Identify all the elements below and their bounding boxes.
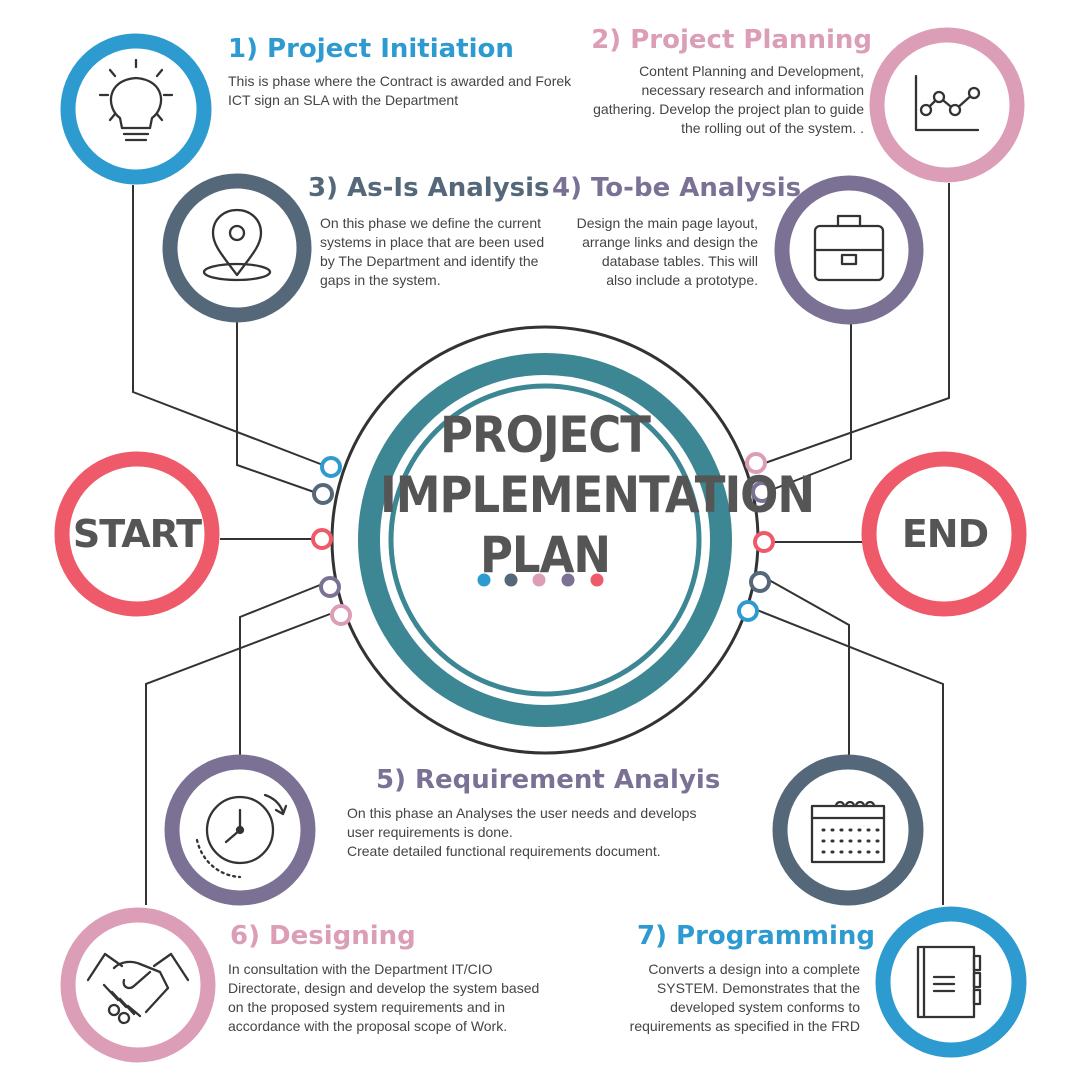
line-chart-icon <box>914 74 981 132</box>
phase-1-description: This is phase where the Contract is awar… <box>228 73 572 108</box>
circle-start <box>54 451 220 617</box>
circle-calendar <box>772 754 924 906</box>
phase-3-description: On this phase we define the current syst… <box>320 215 545 288</box>
phase-5-description: On this phase an Analyses the user needs… <box>347 804 757 861</box>
connector-phase-2 <box>764 183 950 464</box>
center-dot-slate <box>504 573 518 587</box>
dot-left-1 <box>320 456 342 478</box>
phase-5-description-line-3: Create detailed functional requirements … <box>347 842 661 859</box>
dot-right-5 <box>737 600 759 622</box>
connector-phase-4 <box>770 320 852 491</box>
connector-calendar <box>768 579 850 757</box>
dot-right-2 <box>751 481 773 503</box>
phase-6-title: 6) Designing <box>230 921 416 951</box>
center-title-line-2: IMPLEMENTATION <box>380 466 815 524</box>
circle-phase-1 <box>60 33 212 185</box>
circle-end <box>861 451 1027 617</box>
phase-7-title: 7) Programming <box>637 921 875 951</box>
center-inner-ring <box>388 383 702 697</box>
circle-phase-3 <box>162 173 312 323</box>
connector-phase-3 <box>236 320 315 493</box>
center-dot-pink <box>532 573 546 587</box>
location-pin-icon <box>202 208 272 282</box>
stopwatch-icon <box>195 793 288 879</box>
phase-4-title: 4) To-be Analysis <box>552 173 802 203</box>
circle-phase-6 <box>60 907 216 1063</box>
dot-left-4 <box>319 576 341 598</box>
center-title-line-3: PLAN <box>479 526 611 584</box>
connector-dots <box>311 452 775 626</box>
center-dot-purple <box>561 573 575 587</box>
phase-6-description: In consultation with the Department IT/C… <box>228 961 540 1034</box>
center-teal-ring <box>358 353 732 727</box>
end-label: END <box>901 512 989 556</box>
dot-right-1 <box>745 452 767 474</box>
connector-phase-6 <box>145 613 331 905</box>
connector-phase-1 <box>132 185 324 466</box>
dot-right-3 <box>753 531 775 553</box>
circle-phase-2 <box>869 27 1025 183</box>
phase-5-title: 5) Requirement Analyis <box>376 765 721 795</box>
phase-1-title: 1) Project Initiation <box>228 34 514 64</box>
connector-phase-7 <box>756 609 944 905</box>
phase-5-description-line-1: On this phase an Analyses the user needs… <box>347 805 697 821</box>
center-title: PROJECT IMPLEMENTATION PLAN <box>380 405 815 585</box>
calendar-icon <box>810 800 886 864</box>
circle-phase-7 <box>875 906 1027 1058</box>
center-color-dots <box>477 573 604 587</box>
dot-right-4 <box>749 571 771 593</box>
start-label: START <box>72 512 202 556</box>
handshake-icon <box>86 952 190 1025</box>
dot-left-2 <box>312 483 334 505</box>
phase-2-title: 2) Project Planning <box>591 25 872 55</box>
phase-4-description: Design the main page layout, arrange lin… <box>576 215 758 288</box>
center-title-line-1: PROJECT <box>440 406 651 464</box>
center-dot-blue <box>477 573 491 587</box>
connector-lines <box>132 183 950 905</box>
dot-left-3 <box>311 528 333 550</box>
briefcase-icon <box>813 214 885 282</box>
phase-7-description: Converts a design into a complete SYSTEM… <box>629 961 860 1034</box>
phase-3-title: 3) As-Is Analysis <box>308 173 550 203</box>
dot-left-5 <box>330 604 352 626</box>
connector-phase-5 <box>239 584 321 760</box>
center-dot-red <box>590 573 604 587</box>
phase-circles <box>54 27 1027 1063</box>
notebook-icon <box>916 945 982 1019</box>
phase-2-description: Content Planning and Development, necess… <box>593 63 864 136</box>
phase-5-description-line-2: user requirements is done. <box>347 823 513 840</box>
lightbulb-icon <box>98 58 174 142</box>
